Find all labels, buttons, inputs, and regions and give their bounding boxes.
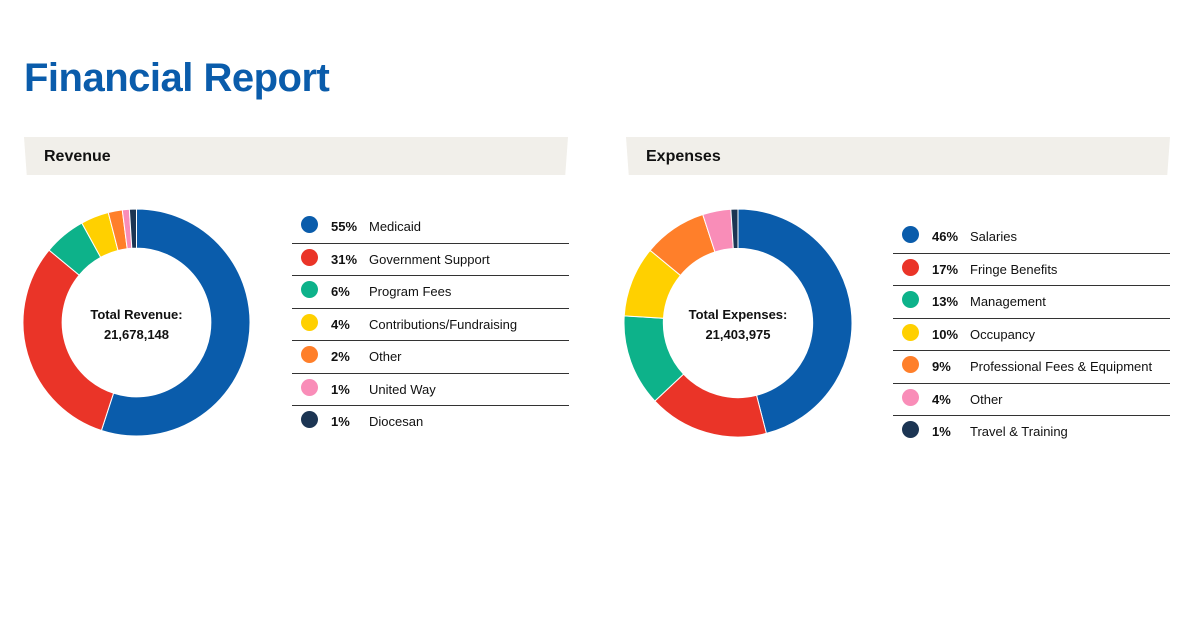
revenue-slice-7 [128,208,137,249]
legend-item: 55% Medicaid [292,211,569,244]
legend-color-dot [902,291,919,308]
legend-percent: 31% [331,251,358,267]
legend-label: Other [970,391,1003,407]
revenue-header-label: Revenue [44,148,111,165]
legend-color-dot [902,226,919,243]
legend-label: United Way [369,381,436,397]
expenses-total-value: 21,403,975 [705,327,771,342]
legend-percent: 1% [331,414,350,429]
legend-item: 4% Contributions/Fundraising [292,309,569,341]
legend-percent: 9% [932,359,951,374]
legend-label: Program Fees [369,284,452,299]
legend-percent: 55% [331,219,358,234]
legend-label: Contributions/Fundraising [369,316,518,332]
page-title: Financial Report [24,56,330,100]
revenue-total-value: 21,678,148 [103,327,170,342]
legend-label: Other [369,349,402,364]
legend-color-dot [301,216,318,233]
legend-color-dot [301,378,318,396]
legend-percent: 2% [331,349,350,364]
legend-percent: 10% [932,326,959,342]
legend-label: Travel & Training [970,424,1068,439]
legend-percent: 17% [932,261,959,277]
expenses-donut-chart: Total Expenses: 21,403,975 [623,208,853,438]
legend-percent: 13% [932,294,959,309]
legend-color-dot [902,323,919,341]
legend-color-dot [301,346,318,363]
legend-item: 2% Other [292,341,569,374]
legend-item: 6% Program Fees [292,276,569,309]
legend-label: Management [970,294,1046,309]
legend-color-dot [301,248,318,266]
legend-item: 10% Occupancy [893,319,1170,351]
legend-color-dot [301,281,318,298]
legend-label: Professional Fees & Equipment [970,359,1153,374]
expenses-legend: 46% Salaries 17% Fringe Benefits 13% Manageme… [893,221,1170,449]
legend-color-dot [902,258,919,276]
legend-item: 1% Travel & Training [893,416,1170,449]
revenue-donut-svg [22,208,251,437]
legend-label: Fringe Benefits [970,261,1058,277]
legend-item: 1% Diocesan [292,406,569,439]
legend-label: Government Support [369,251,490,267]
legend-percent: 6% [331,284,350,299]
legend-percent: 1% [932,424,951,439]
legend-percent: 4% [331,316,350,332]
legend-color-dot [902,356,919,373]
legend-item: 9% Professional Fees & Equipment [893,351,1170,384]
legend-percent: 46% [932,229,959,244]
revenue-legend: 55% Medicaid 31% Government Support 6% Progra… [292,211,569,439]
legend-label: Occupancy [970,326,1036,342]
expenses-slice-1 [737,208,853,435]
legend-label: Medicaid [369,219,422,234]
legend-percent: 4% [932,391,951,407]
expenses-header: Expenses [626,137,1170,175]
legend-item: 13% Management [893,286,1170,319]
revenue-header: Revenue [24,137,568,175]
legend-percent: 1% [331,381,350,397]
legend-color-dot [902,388,919,406]
legend-label: Diocesan [369,414,424,429]
legend-color-dot [902,421,919,438]
expenses-header-label: Expenses [646,148,721,165]
legend-item: 46% Salaries [893,221,1170,254]
revenue-slice-1 [100,208,251,437]
revenue-total-label: Total Revenue: [90,307,183,322]
legend-color-dot [301,313,318,331]
revenue-donut-chart: Total Revenue: 21,678,148 [22,208,251,437]
legend-item: 17% Fringe Benefits [893,254,1170,286]
legend-label: Salaries [970,229,1017,244]
legend-item: 31% Government Support [292,244,569,276]
legend-item: 4% Other [893,384,1170,416]
expenses-total-label: Total Expenses: [688,307,788,322]
expenses-donut-svg [623,208,853,438]
legend-color-dot [301,411,318,428]
expenses-slice-7 [730,208,739,250]
legend-item: 1% United Way [292,374,569,406]
